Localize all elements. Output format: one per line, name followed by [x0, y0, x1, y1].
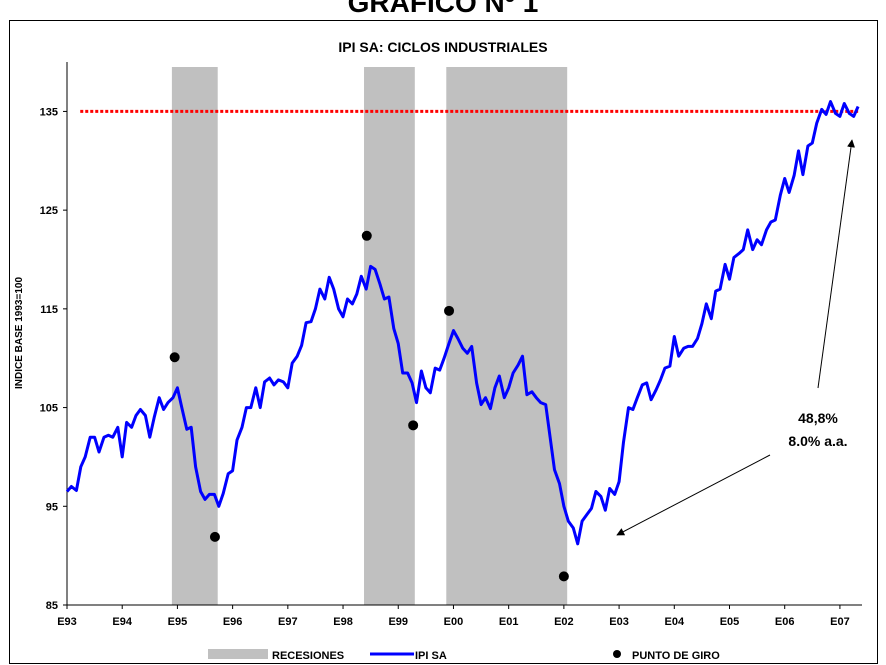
annotation: 8.0% a.a.: [788, 433, 847, 449]
x-tick-label: E02: [554, 616, 574, 628]
legend-swatch: [208, 649, 268, 659]
turning-point: [408, 420, 419, 431]
arrow: [817, 139, 855, 389]
y-tick-label: 95: [46, 501, 58, 513]
arrow: [616, 454, 771, 536]
x-tick-label: E01: [499, 616, 519, 628]
turning-point: [169, 352, 180, 363]
y-tick-label: 105: [40, 403, 58, 415]
y-axis-label: INDICE BASE 1993=100: [14, 277, 25, 389]
x-tick-label: E03: [609, 616, 629, 628]
turning-point: [444, 305, 455, 316]
turning-point: [209, 531, 220, 542]
legend-swatch: [613, 650, 621, 658]
x-tick-label: E96: [223, 616, 243, 628]
x-tick-label: E97: [278, 616, 298, 628]
y-tick-label: 135: [40, 106, 58, 118]
turning-point: [558, 571, 569, 582]
x-tick-label: E93: [57, 616, 77, 628]
page-title: GRAFICO Nº 1: [348, 0, 539, 18]
x-tick-label: E07: [830, 616, 850, 628]
y-tick-label: 125: [40, 205, 58, 217]
legend-label: PUNTO DE GIRO: [632, 650, 720, 662]
y-tick-label: 85: [46, 600, 58, 612]
x-tick-label: E99: [388, 616, 408, 628]
legend-label: RECESIONES: [272, 650, 344, 662]
y-tick-label: 115: [40, 304, 58, 316]
frame: [9, 20, 878, 664]
series-line: [65, 100, 860, 546]
x-tick-label: E94: [112, 616, 132, 628]
annotation: 48,8%: [798, 410, 838, 426]
chart-title: IPI SA: CICLOS INDUSTRIALES: [338, 39, 547, 55]
x-tick-label: E05: [720, 616, 740, 628]
recession-band: [446, 67, 568, 605]
x-tick-label: E00: [444, 616, 464, 628]
recession-band: [171, 67, 218, 605]
x-tick-label: E06: [775, 616, 795, 628]
x-tick-label: E98: [333, 616, 353, 628]
turning-point: [361, 230, 372, 241]
recession-band: [364, 67, 415, 605]
legend-label: IPI SA: [415, 650, 447, 662]
x-tick-label: E95: [168, 616, 188, 628]
x-tick-label: E04: [665, 616, 685, 628]
